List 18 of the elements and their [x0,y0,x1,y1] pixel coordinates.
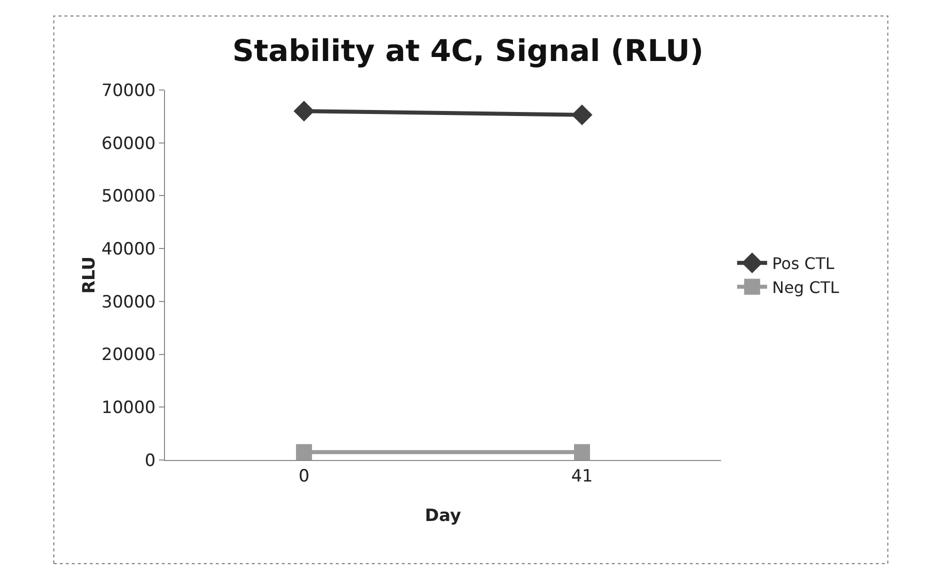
y-tick-label: 50000 [102,186,156,207]
y-tick-label: 30000 [102,292,156,312]
x-axis-title: Day [424,506,462,526]
legend-label: Pos CTL [772,254,834,274]
point [294,100,314,122]
y-tick-label: 20000 [102,345,156,366]
y-tick-label: 70000 [102,80,156,101]
x-tick-label: 41 [571,466,593,486]
y-tick-label: 60000 [102,134,156,154]
y-tick-label: 40000 [102,240,156,260]
point [574,444,590,460]
y-axis-title: RLU [80,256,100,294]
y-tick-label: 0 [144,450,156,471]
point [572,104,592,126]
point [296,444,312,460]
legend-label: Neg CTL [772,278,840,297]
chart-title: Stability at 4C, Signal (RLU) [232,34,704,69]
y-tick-label: 10000 [102,398,156,418]
